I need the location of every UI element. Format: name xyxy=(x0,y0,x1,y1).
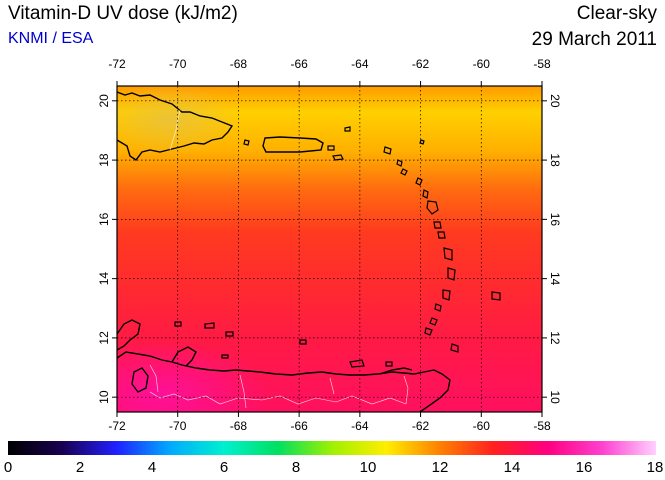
lon-label-top: -60 xyxy=(473,57,491,71)
lat-label-right: 10 xyxy=(548,391,562,405)
colorbar-tick-label: 4 xyxy=(147,459,157,476)
uv-dose-map: -72 -72 -70 -70 -68 -68 -66 -66 -64 -64 -62 -62 -60 -… xyxy=(97,57,562,433)
colorbar-tick-label: 10 xyxy=(359,459,377,476)
lon-label-top: -66 xyxy=(290,57,308,71)
map-ticks xyxy=(112,81,547,417)
lon-label-bottom: -58 xyxy=(533,419,551,433)
lat-label-left: 16 xyxy=(97,212,111,226)
puerto-rico-coast xyxy=(262,136,324,153)
venezuela-coast xyxy=(117,351,451,412)
lat-label-right: 14 xyxy=(548,272,562,286)
colorbar-tick-label: 14 xyxy=(503,459,521,476)
colorbar-tick-label: 2 xyxy=(75,459,85,476)
lat-label-left: 10 xyxy=(97,390,111,404)
colorbar-tick-label: 16 xyxy=(575,459,593,476)
lon-label-top: -68 xyxy=(230,57,248,71)
lon-label-bottom: -72 xyxy=(108,419,126,433)
lon-label-top: -64 xyxy=(351,57,369,71)
lat-label-left: 18 xyxy=(97,153,111,167)
product-label: Clear-sky xyxy=(576,3,657,24)
low-dose-region xyxy=(117,86,240,155)
lon-label-bottom: -68 xyxy=(230,419,248,433)
colorbar-tick-label: 0 xyxy=(3,459,13,476)
colorbar-tick-label: 8 xyxy=(291,459,301,476)
map-frame xyxy=(116,85,543,413)
lon-label-top: -58 xyxy=(533,57,551,71)
lat-label-left: 20 xyxy=(97,94,111,108)
lon-label-bottom: -62 xyxy=(412,419,430,433)
lat-label-left: 12 xyxy=(97,331,111,345)
graticule xyxy=(117,86,542,412)
paria-coast xyxy=(379,367,413,375)
colorbar xyxy=(8,441,656,455)
paraguana-coast xyxy=(171,346,197,367)
map-title: Vitamin-D UV dose (kJ/m2) xyxy=(8,3,238,24)
map-axis-labels: -72 -72 -70 -70 -68 -68 -66 -66 -64 -64 -62 -62 -60 -… xyxy=(97,57,562,433)
hispaniola-coast xyxy=(117,91,234,161)
source-label: KNMI / ESA xyxy=(8,30,94,47)
date-label: 29 March 2011 xyxy=(531,29,657,50)
lon-label-top: -70 xyxy=(169,57,187,71)
colorbar-tick-label: 18 xyxy=(646,459,664,476)
lon-label-top: -72 xyxy=(108,57,126,71)
lon-label-top: -62 xyxy=(412,57,430,71)
lon-label-bottom: -66 xyxy=(290,419,308,433)
lat-label-right: 20 xyxy=(548,94,562,108)
guajira-coast xyxy=(117,319,141,351)
lon-label-bottom: -70 xyxy=(169,419,187,433)
lake-maracaibo xyxy=(131,367,149,393)
colorbar-tick-label: 6 xyxy=(219,459,229,476)
lon-label-bottom: -64 xyxy=(351,419,369,433)
lat-label-right: 16 xyxy=(548,213,562,227)
colorbar-tick-label: 12 xyxy=(431,459,449,476)
lat-label-right: 18 xyxy=(548,153,562,167)
lat-label-right: 12 xyxy=(548,331,562,345)
lon-label-bottom: -60 xyxy=(473,419,491,433)
lat-label-left: 14 xyxy=(97,272,111,286)
